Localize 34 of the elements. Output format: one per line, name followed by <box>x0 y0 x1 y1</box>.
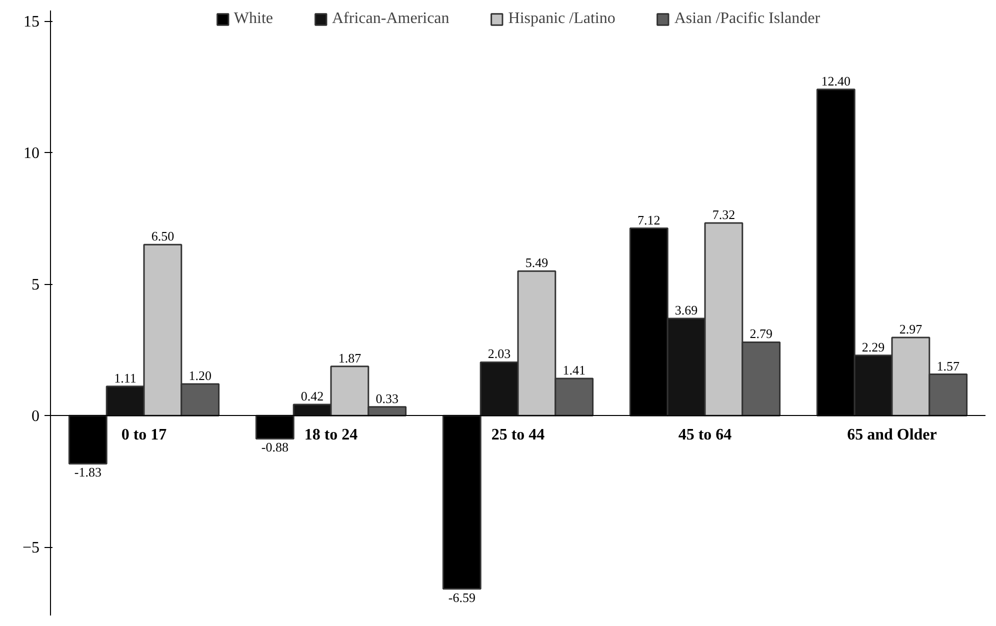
legend-label: African-American <box>332 10 450 28</box>
text: 12.40 <box>821 73 851 88</box>
x-tick-label: 0 to 17 <box>121 426 167 444</box>
x-tick-label: 18 to 24 <box>304 426 358 444</box>
y-tick-label: 10 <box>24 145 40 162</box>
legend-label: Asian /Pacific Islander <box>674 10 820 28</box>
text: 5.49 <box>525 255 548 270</box>
text: 2.97 <box>899 321 922 336</box>
text: 2.03 <box>488 346 511 362</box>
text: 0.33 <box>376 390 398 406</box>
text: 3.69 <box>674 302 698 318</box>
text: 1.87 <box>338 350 362 366</box>
legend-label: Hispanic /Latino <box>508 10 616 28</box>
y-tick-label: 5 <box>32 276 40 294</box>
text: 2.79 <box>750 326 772 342</box>
x-tick-label: 45 to 64 <box>678 426 732 444</box>
y-tick-label: −5 <box>22 540 40 557</box>
y-tick-label: 15 <box>24 14 40 31</box>
text: 1.57 <box>936 358 960 374</box>
legend-label: White <box>234 10 273 28</box>
text: 7.32 <box>712 207 736 222</box>
text: 7.12 <box>638 212 660 228</box>
text: 2.29 <box>862 339 885 354</box>
x-tick-label: 65 and Older <box>847 426 937 444</box>
text: -1.83 <box>74 464 102 480</box>
text: 1.11 <box>114 370 136 386</box>
text: 0.42 <box>300 388 324 404</box>
text: -6.59 <box>448 590 476 605</box>
text: -0.88 <box>261 440 288 455</box>
x-tick-label: 25 to 44 <box>491 426 545 444</box>
y-tick-label: 0 <box>32 408 40 426</box>
text: 1.41 <box>562 362 586 378</box>
text: 1.20 <box>188 368 212 384</box>
text: 6.50 <box>151 228 174 244</box>
